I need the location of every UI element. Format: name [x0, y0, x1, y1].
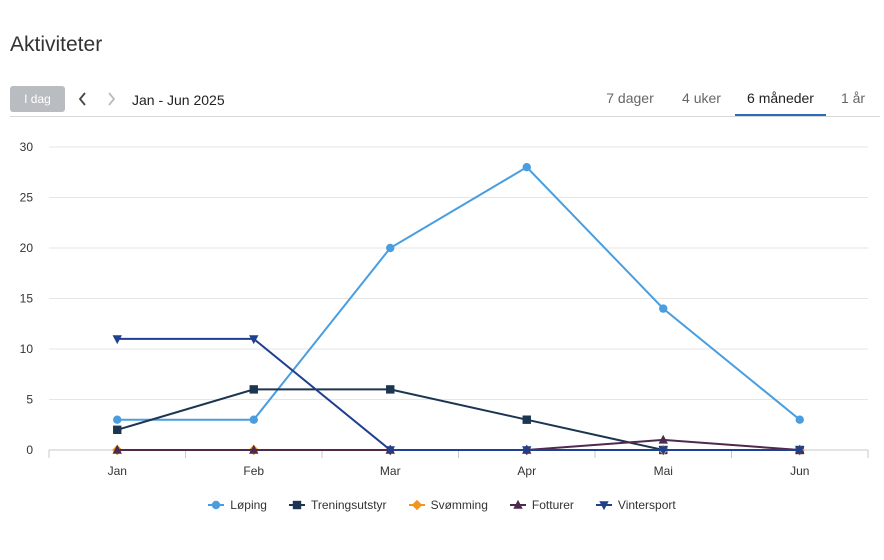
- tab-4-uker[interactable]: 4 uker: [682, 90, 721, 106]
- data-point: [386, 243, 395, 253]
- legend-swatch-icon: [595, 501, 612, 510]
- legend-label: Løping: [230, 498, 267, 512]
- data-point: [659, 304, 668, 313]
- data-point: [795, 415, 804, 424]
- y-tick-label: 15: [20, 292, 34, 306]
- today-button[interactable]: I dag: [10, 86, 65, 112]
- legend-label: Svømming: [430, 498, 488, 512]
- data-point: [112, 335, 122, 345]
- legend-swatch-marker: [212, 500, 221, 510]
- tab-6-maneder[interactable]: 6 måneder: [735, 84, 826, 116]
- legend-swatch-icon: [288, 500, 305, 510]
- data-point: [386, 385, 395, 394]
- data-point: [249, 385, 258, 394]
- data-point: [385, 446, 395, 456]
- series-0: [113, 163, 804, 424]
- date-range-label: Jan - Jun 2025: [132, 92, 225, 108]
- chart-legend: Løping Treningsutstyr Svømming Fotturer Vint…: [0, 498, 884, 512]
- y-tick-label: 30: [20, 140, 34, 154]
- data-point: [112, 444, 122, 454]
- series-line: [117, 165, 801, 421]
- data-point: [113, 425, 122, 434]
- data-point: [658, 446, 668, 456]
- data-point: [249, 415, 258, 424]
- period-tabs: 7 dager 4 uker 6 måneder 1 år: [592, 84, 880, 116]
- legend-item[interactable]: Treningsutstyr: [288, 498, 387, 512]
- legend-item[interactable]: Løping: [208, 498, 267, 512]
- legend-swatch-icon: [208, 500, 225, 510]
- x-tick-label: Feb: [243, 464, 264, 478]
- legend-label: Fotturer: [531, 498, 574, 512]
- legend-swatch-icon: [408, 500, 425, 510]
- toolbar-divider: [10, 116, 880, 117]
- data-point: [522, 446, 532, 456]
- y-tick-label: 10: [20, 342, 34, 356]
- legend-swatch-marker: [513, 500, 523, 509]
- chevron-right-icon[interactable]: [102, 88, 120, 110]
- legend-item[interactable]: Svømming: [408, 498, 488, 512]
- legend-swatch-marker: [292, 500, 302, 510]
- tab-1-ar[interactable]: 1 år: [840, 90, 866, 106]
- legend-swatch-icon: [509, 500, 526, 509]
- y-tick-label: 5: [26, 393, 33, 407]
- y-tick-label: 25: [20, 191, 34, 205]
- toolbar: I dag Jan - Jun 2025 7 dager 4 uker 6 må…: [0, 84, 880, 116]
- x-tick-label: Apr: [517, 464, 536, 478]
- data-point: [658, 434, 668, 444]
- series-line: [117, 337, 800, 451]
- data-point: [522, 163, 531, 172]
- x-tick-label: Mar: [380, 464, 401, 478]
- series-4: [112, 335, 805, 456]
- legend-item[interactable]: Fotturer: [509, 498, 574, 512]
- x-tick-label: Mai: [654, 464, 673, 478]
- x-tick-label: Jun: [790, 464, 809, 478]
- data-point: [249, 444, 259, 454]
- page-title: Aktiviteter: [10, 33, 103, 56]
- x-tick-label: Jan: [108, 464, 127, 478]
- line-chart: 0 5 10 15 20 25 30 Jan Feb Mar Apr Mai Jun: [20, 140, 869, 478]
- data-point: [522, 415, 531, 424]
- legend-swatch-marker: [411, 500, 422, 510]
- y-tick-label: 0: [26, 443, 33, 457]
- chevron-left-icon[interactable]: [74, 88, 92, 110]
- data-point: [795, 446, 805, 456]
- data-point: [249, 335, 259, 345]
- legend-swatch-marker: [599, 501, 609, 510]
- data-point: [113, 415, 122, 424]
- legend-label: Treningsutstyr: [310, 498, 387, 512]
- tab-7-dager[interactable]: 7 dager: [606, 90, 654, 106]
- series-line: [117, 438, 800, 451]
- legend-item[interactable]: Vintersport: [595, 498, 676, 512]
- legend-label: Vintersport: [617, 498, 676, 512]
- y-tick-label: 20: [20, 241, 34, 255]
